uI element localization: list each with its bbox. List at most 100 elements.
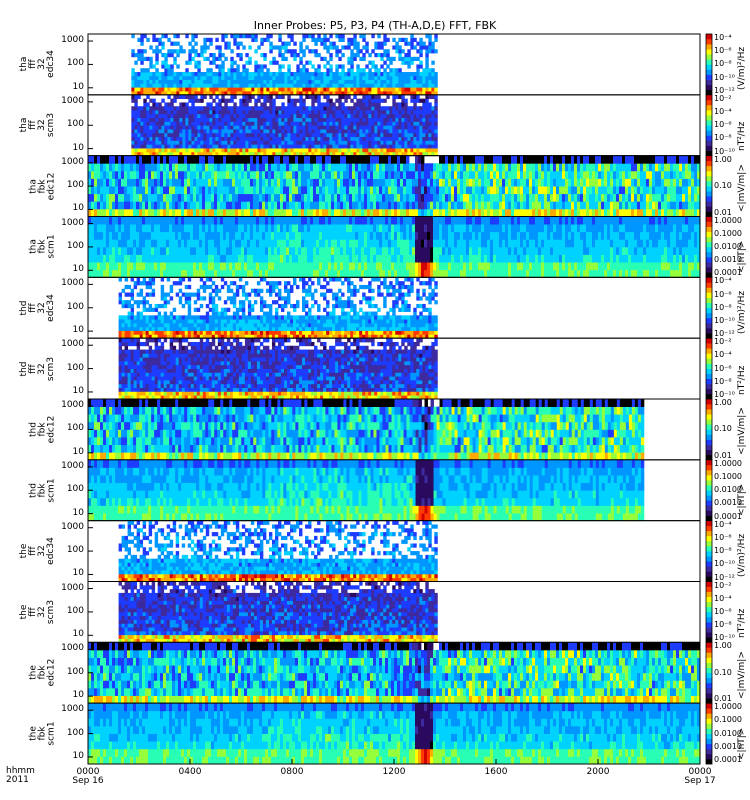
panel-the-fff-32-scm3 bbox=[88, 582, 712, 643]
panel-thd-fff-32-edc34 bbox=[88, 277, 712, 338]
colorbar bbox=[706, 217, 712, 278]
colorbar-unit-label: <|nT|> bbox=[737, 241, 747, 273]
spectrogram-image bbox=[119, 338, 438, 399]
panel-thd-fff-32-scm3 bbox=[88, 338, 712, 399]
ylabel-word: edc34 bbox=[47, 34, 56, 94]
colorbar-tick-label: 1.00 bbox=[714, 155, 732, 164]
x-tick-sublabel: Sep 17 bbox=[680, 776, 720, 786]
colorbar-tick-label: 1.0000 bbox=[714, 459, 742, 468]
panel-the-fff-32-edc34 bbox=[88, 521, 712, 582]
panel-tha-fbk-scm1 bbox=[88, 217, 712, 278]
colorbar bbox=[706, 642, 712, 703]
colorbar-tick-label: 10⁻¹⁰ bbox=[714, 316, 735, 325]
colorbar bbox=[706, 703, 712, 764]
panel-ylabel: thd fff 32 edc34 bbox=[20, 278, 56, 338]
colorbar bbox=[706, 277, 712, 338]
panel-ylabel: tha fbk scm1 bbox=[29, 217, 56, 277]
colorbar-tick-label: 10⁻⁴ bbox=[714, 107, 732, 116]
panel-the-fbk-scm1 bbox=[88, 703, 712, 764]
panel-ylabel: tha fbk edc12 bbox=[29, 156, 56, 216]
panel-tha-fff-32-edc34 bbox=[88, 34, 712, 95]
panel-ylabel: thd fbk edc12 bbox=[29, 399, 56, 459]
panel-ylabel: tha fff 32 edc34 bbox=[20, 34, 56, 94]
colorbar-tick-label: 10⁻⁴ bbox=[714, 594, 732, 603]
ylabel-word: scm3 bbox=[47, 95, 56, 155]
colorbar-tick-label: 0.1000 bbox=[714, 229, 742, 238]
spectrogram-image bbox=[131, 34, 437, 95]
colorbar bbox=[706, 338, 712, 399]
ylabel-word: scm3 bbox=[47, 339, 56, 399]
colorbar-tick-label: 10⁻⁸ bbox=[714, 303, 732, 312]
x-tick-label: 1600 bbox=[476, 767, 516, 777]
colorbar-tick-label: 10⁻⁴ bbox=[714, 350, 732, 359]
colorbar bbox=[706, 399, 712, 460]
colorbar-tick-label: 10⁻¹⁰ bbox=[714, 559, 735, 568]
spectrogram-image bbox=[88, 156, 700, 217]
ylabel-word: scm1 bbox=[47, 217, 56, 277]
colorbar-tick-label: 10⁻² bbox=[714, 581, 732, 590]
colorbar-unit-label: <|mV/m|> bbox=[737, 164, 747, 212]
colorbar-tick-label: 10⁻² bbox=[714, 94, 732, 103]
colorbar-unit-label: <|mV/m|> bbox=[737, 651, 747, 699]
x-axis-year: 2011 bbox=[6, 776, 29, 785]
panel-ylabel: tha fff 32 scm3 bbox=[20, 95, 56, 155]
colorbar-tick-label: 1.0000 bbox=[714, 216, 742, 225]
x-tick-label: 1200 bbox=[374, 767, 414, 777]
colorbar bbox=[706, 34, 712, 95]
colorbar-tick-label: 10⁻⁶ bbox=[714, 290, 732, 299]
colorbar-unit-label: <|nT|> bbox=[737, 484, 747, 516]
panel-tha-fbk-edc12 bbox=[88, 156, 712, 217]
panel-ylabel: the fff 32 scm3 bbox=[20, 582, 56, 642]
panel-the-fbk-edc12 bbox=[88, 642, 712, 703]
colorbar-tick-label: 0.10 bbox=[714, 181, 732, 190]
colorbar-tick-label: 10⁻⁶ bbox=[714, 364, 732, 373]
ylabel-word: edc34 bbox=[47, 278, 56, 338]
spectrogram-image bbox=[119, 277, 438, 338]
colorbar-tick-label: 10⁻⁸ bbox=[714, 133, 732, 142]
colorbar-tick-label: 10⁻⁴ bbox=[714, 520, 732, 529]
colorbar-tick-label: 0.10 bbox=[714, 668, 732, 677]
colorbar bbox=[706, 521, 712, 582]
colorbar-tick-label: 0.1000 bbox=[714, 472, 742, 481]
x-tick-label: 0800 bbox=[272, 767, 312, 777]
colorbar-tick-label: 10⁻¹⁰ bbox=[714, 73, 735, 82]
x-tick-label: 2000 bbox=[578, 767, 618, 777]
chart-figure: Inner Probes: P5, P3, P4 (TH-A,D,E) FFT,… bbox=[0, 0, 750, 800]
spectrogram-image bbox=[88, 460, 644, 521]
panel-thd-fbk-edc12 bbox=[88, 399, 712, 460]
colorbar-unit-label: nT²/Hz bbox=[737, 365, 747, 394]
spectrogram-image bbox=[88, 217, 700, 278]
colorbar-tick-label: 10⁻⁶ bbox=[714, 533, 732, 542]
colorbar bbox=[706, 460, 712, 521]
spectrogram-image bbox=[88, 642, 700, 703]
ylabel-word: scm3 bbox=[47, 582, 56, 642]
colorbar-tick-label: 0.10 bbox=[714, 424, 732, 433]
panel-ylabel: the fbk edc12 bbox=[29, 643, 56, 703]
colorbar-unit-label: <|mV/m|> bbox=[737, 408, 747, 456]
spectrogram-stack bbox=[0, 0, 750, 800]
ylabel-word: edc12 bbox=[47, 156, 56, 216]
colorbar bbox=[706, 582, 712, 643]
colorbar-tick-label: 10⁻⁸ bbox=[714, 377, 732, 386]
colorbar-tick-label: 1.00 bbox=[714, 641, 732, 650]
colorbar-unit-label: <|nT|> bbox=[737, 727, 747, 759]
panel-thd-fbk-scm1 bbox=[88, 460, 712, 521]
colorbar-unit-label: (V/m)²/Hz bbox=[737, 47, 747, 90]
panel-ylabel: thd fbk scm1 bbox=[29, 460, 56, 520]
panel-ylabel: the fbk scm1 bbox=[29, 704, 56, 764]
colorbar-unit-label: (V/m)²/Hz bbox=[737, 534, 747, 577]
colorbar-tick-label: 10⁻⁴ bbox=[714, 33, 732, 42]
colorbar-unit-label: nT²/Hz bbox=[737, 122, 747, 151]
colorbar-tick-label: 10⁻⁴ bbox=[714, 276, 732, 285]
colorbar-tick-label: 10⁻⁶ bbox=[714, 607, 732, 616]
ylabel-word: scm1 bbox=[47, 460, 56, 520]
colorbar bbox=[706, 156, 712, 217]
ylabel-word: edc12 bbox=[47, 643, 56, 703]
colorbar-tick-label: 1.0000 bbox=[714, 702, 742, 711]
colorbar bbox=[706, 95, 712, 156]
colorbar-tick-label: 10⁻⁶ bbox=[714, 120, 732, 129]
colorbar-unit-label: (V/m)²/Hz bbox=[737, 291, 747, 334]
colorbar-tick-label: 10⁻² bbox=[714, 337, 732, 346]
colorbar-unit-label: nT²/Hz bbox=[737, 609, 747, 638]
colorbar-tick-label: 10⁻⁶ bbox=[714, 46, 732, 55]
